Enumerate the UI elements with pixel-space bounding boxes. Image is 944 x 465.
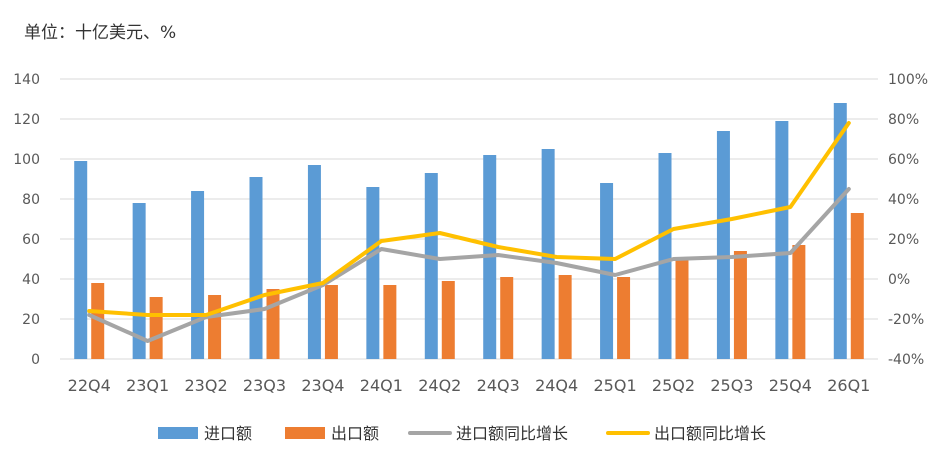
category-label: 25Q2 (652, 376, 695, 395)
bar-import (600, 183, 614, 359)
left-tick-label: 60 (22, 232, 40, 248)
legend-swatch (158, 427, 198, 439)
bar-export (441, 281, 455, 359)
bar-export (324, 285, 338, 359)
category-label: 25Q4 (769, 376, 812, 395)
right-tick-label: 100% (888, 72, 928, 88)
bar-import (424, 173, 438, 359)
left-tick-label: 40 (22, 272, 40, 288)
category-label: 22Q4 (68, 376, 111, 395)
left-tick-label: 80 (22, 192, 40, 208)
bar-export (500, 277, 514, 359)
bar-export (208, 295, 222, 359)
left-tick-label: 140 (13, 72, 40, 88)
category-label: 23Q1 (126, 376, 169, 395)
lines (87, 121, 851, 343)
legend-label: 进口额同比增长 (456, 424, 568, 443)
legend-swatch (285, 427, 325, 439)
right-tick-label: -40% (888, 352, 924, 368)
bar-import (366, 187, 380, 359)
left-tick-label: 100 (13, 152, 40, 168)
left-tick-label: 120 (13, 112, 40, 128)
bar-import (775, 121, 789, 359)
legend-label: 出口额 (331, 424, 379, 443)
bar-import (191, 191, 205, 359)
bar-export (91, 283, 105, 359)
category-label: 23Q4 (301, 376, 344, 395)
bar-import (74, 161, 88, 359)
bar-export (792, 245, 806, 359)
legend-label: 出口额同比增长 (654, 424, 766, 443)
bar-import (833, 103, 847, 359)
series-line-export-growth (87, 121, 851, 317)
bar-export (675, 259, 689, 359)
bar-import (658, 153, 672, 359)
bar-export (266, 289, 280, 359)
bar-export (733, 251, 747, 359)
legend: 进口额 出口额 进口额同比增长 出口额同比增长 (158, 424, 766, 443)
bar-import (716, 131, 730, 359)
bars (74, 103, 864, 359)
bar-export (149, 297, 163, 359)
category-label: 24Q3 (477, 376, 520, 395)
series-line-import-growth (87, 187, 851, 343)
bar-import (249, 177, 263, 359)
category-label: 23Q3 (243, 376, 286, 395)
category-label: 25Q3 (710, 376, 753, 395)
bar-import (132, 203, 146, 359)
left-tick-label: 0 (31, 352, 40, 368)
bar-export (617, 277, 631, 359)
bar-export (558, 275, 572, 359)
left-tick-label: 20 (22, 312, 40, 328)
category-label: 24Q4 (535, 376, 578, 395)
left-axis-ticks: 0 20 40 60 80 100 120 140 (13, 72, 40, 368)
right-tick-label: 60% (888, 152, 919, 168)
right-tick-label: 40% (888, 192, 919, 208)
category-label: 23Q2 (185, 376, 228, 395)
right-tick-label: -20% (888, 312, 924, 328)
unit-label: 单位：十亿美元、% (24, 23, 177, 43)
bar-export (850, 213, 864, 359)
category-label: 24Q2 (418, 376, 461, 395)
category-label: 25Q1 (594, 376, 637, 395)
bar-import (307, 165, 321, 359)
legend-label: 进口额 (204, 424, 252, 443)
right-tick-label: 80% (888, 112, 919, 128)
category-labels: 22Q4 23Q1 23Q2 23Q3 23Q4 24Q1 24Q2 24Q3 24Q4 25Q1… (68, 376, 871, 395)
right-tick-label: 0% (888, 272, 910, 288)
bar-export (383, 285, 397, 359)
right-axis-ticks: -40% -20% 0% 20% 40% 60% 80% 100% (888, 72, 928, 368)
category-label: 26Q1 (827, 376, 870, 395)
category-label: 24Q1 (360, 376, 403, 395)
right-tick-label: 20% (888, 232, 919, 248)
